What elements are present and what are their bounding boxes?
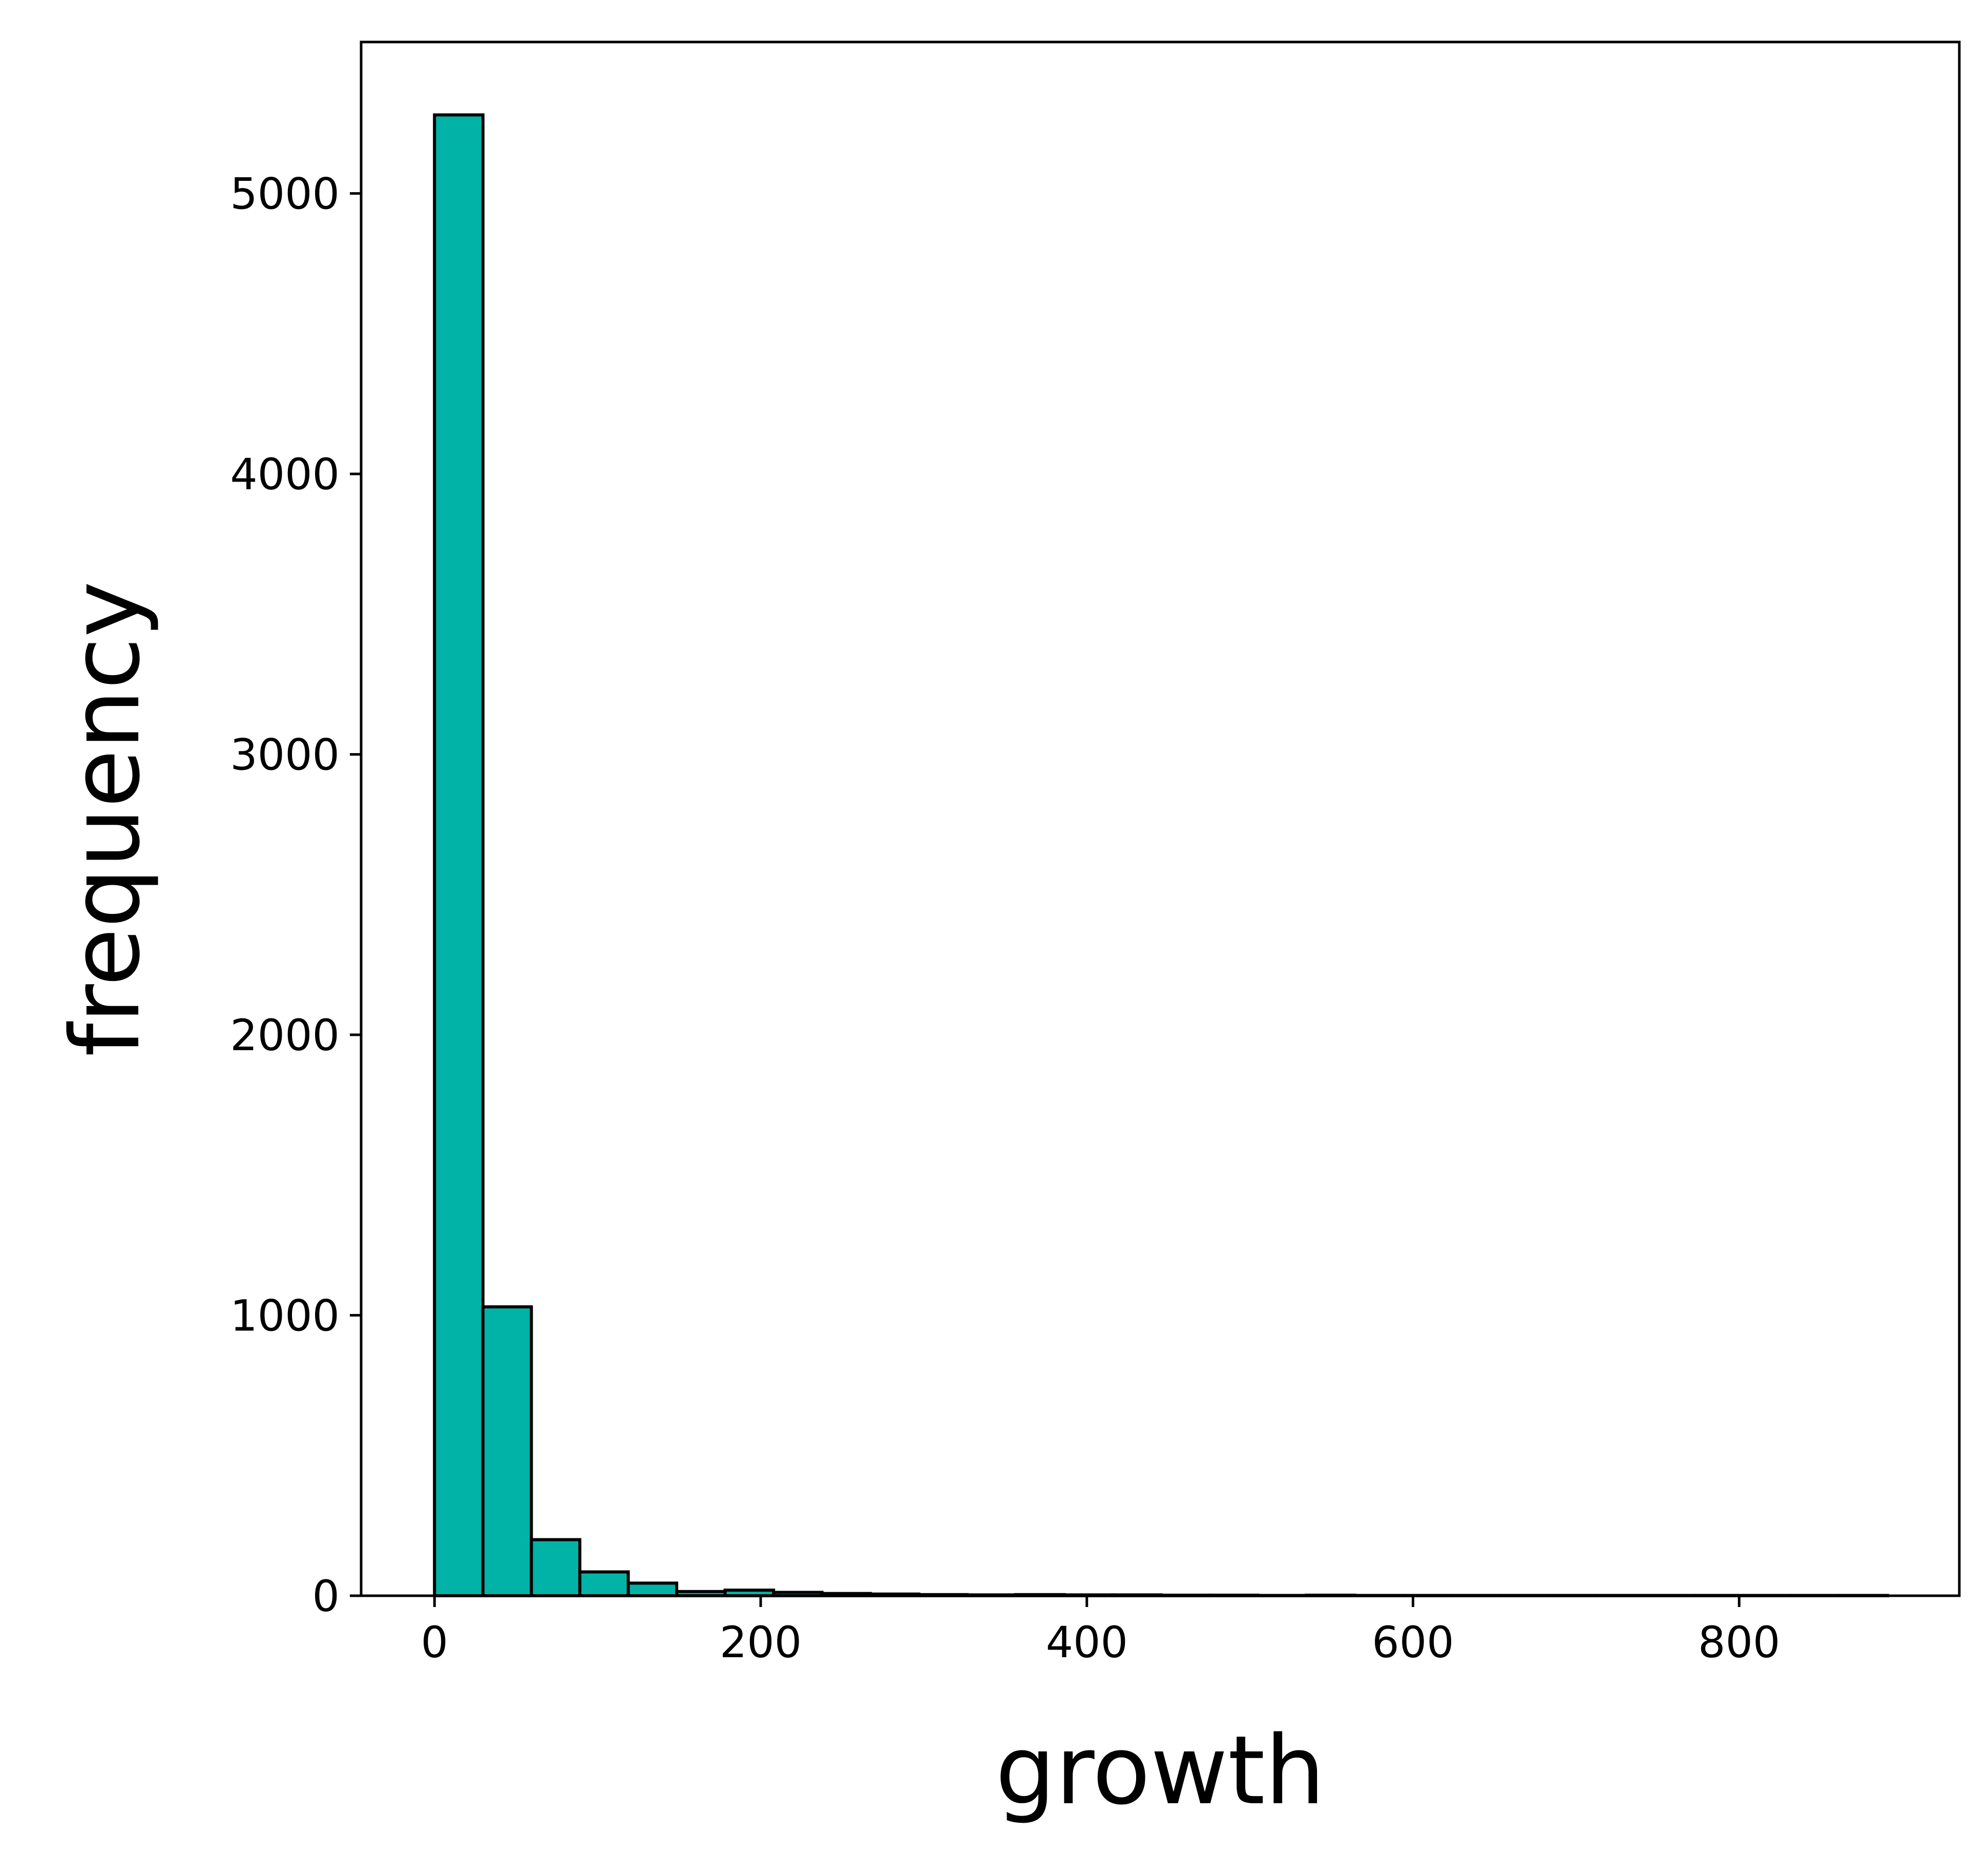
y-tick-label: 4000	[230, 449, 340, 499]
y-tick-label: 1000	[230, 1291, 340, 1341]
x-tick-label: 0	[421, 1617, 448, 1667]
bars-group	[433, 113, 1889, 1598]
histogram-bar	[626, 1581, 679, 1598]
y-axis-label: frequency	[50, 581, 161, 1057]
histogram-bar	[578, 1570, 630, 1598]
y-ticks-group: 0 1000 2000 3000 4000 5000	[230, 169, 361, 1621]
x-tick-label: 400	[1046, 1617, 1128, 1667]
x-axis-label: growth	[995, 1715, 1325, 1826]
histogram-bar	[433, 113, 485, 1597]
y-tick-label: 0	[312, 1571, 340, 1621]
x-ticks-group: 0 200 400 600 800	[421, 1596, 1780, 1667]
y-tick-label: 5000	[230, 169, 340, 219]
y-tick-label: 3000	[230, 730, 340, 780]
x-tick-label: 600	[1372, 1617, 1454, 1667]
x-tick-label: 200	[720, 1617, 802, 1667]
plot-frame	[360, 40, 1961, 1597]
histogram-bar	[481, 1305, 533, 1597]
histogram-bar	[530, 1538, 581, 1597]
x-tick-label: 800	[1698, 1617, 1780, 1667]
y-tick-label: 2000	[230, 1010, 340, 1060]
